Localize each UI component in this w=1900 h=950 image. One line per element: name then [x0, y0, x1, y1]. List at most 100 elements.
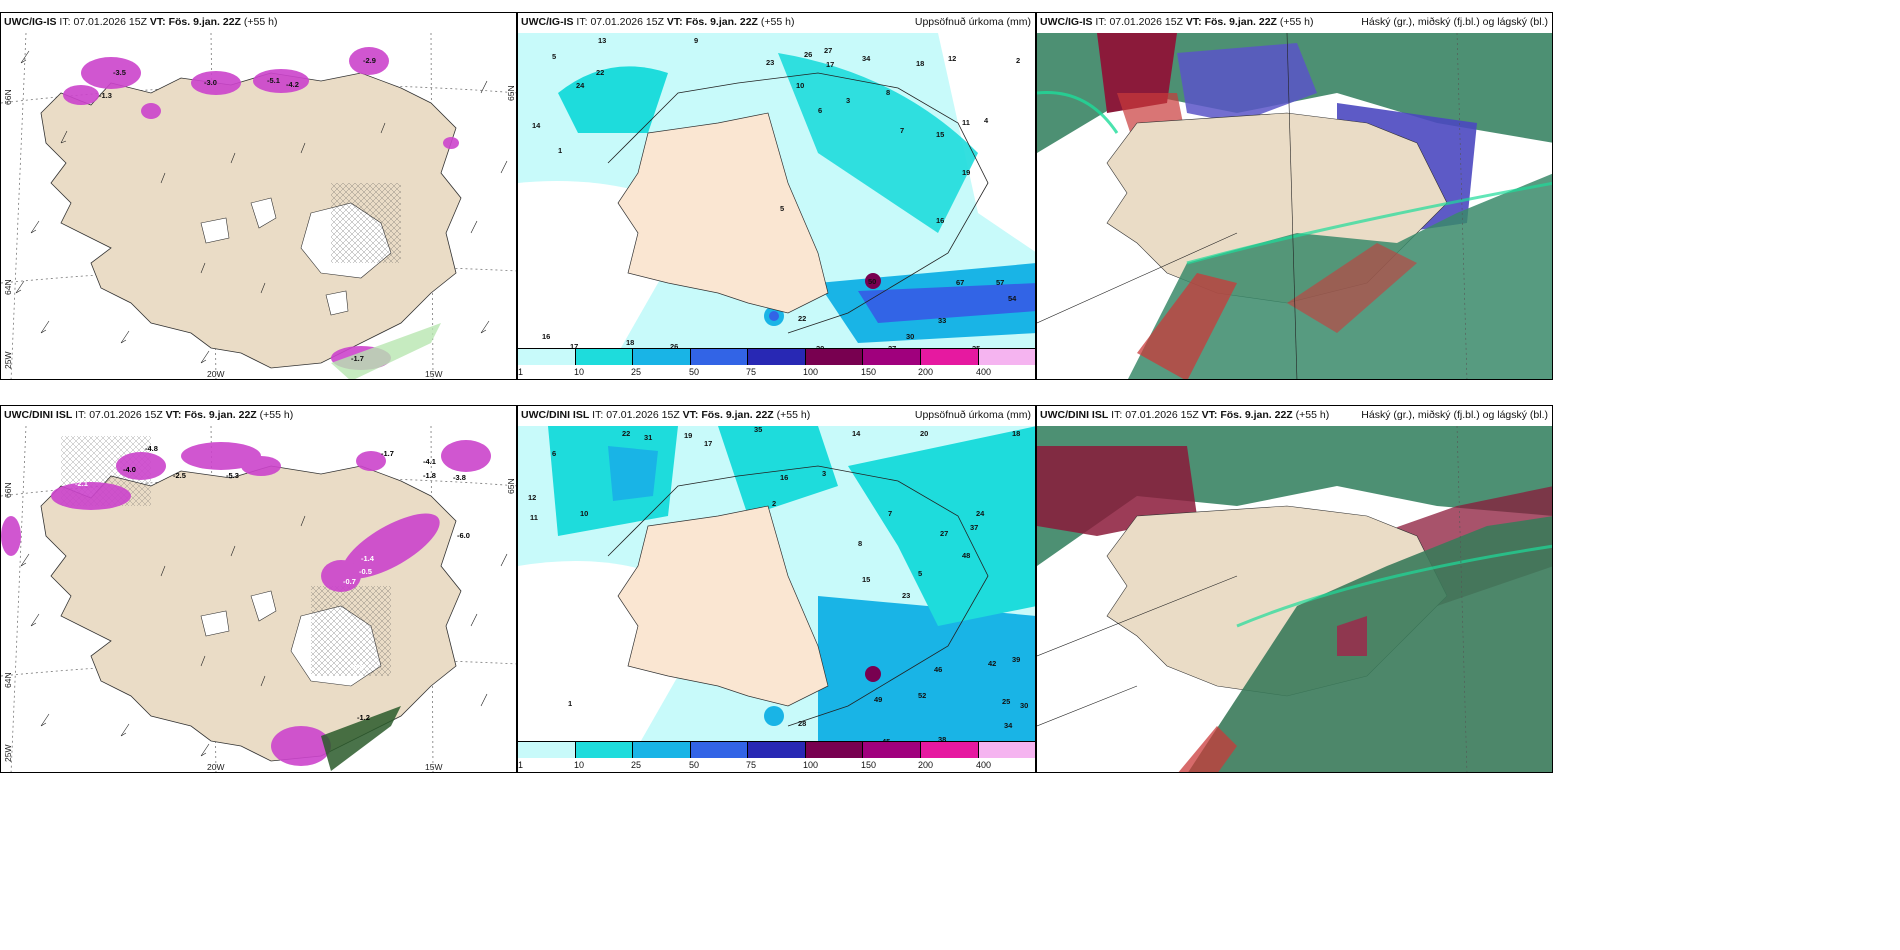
precip-value: 27	[940, 529, 948, 538]
precip-value: 54	[1008, 294, 1017, 303]
precip-value: 26	[804, 50, 812, 59]
precip-value: 57	[996, 278, 1004, 287]
temp-label: -3.0	[204, 78, 217, 87]
panel-title: UWC/DINI ISL IT: 07.01.2026 15Z VT: Fös.…	[4, 409, 294, 421]
wind-map[interactable]: -4.8 -4.0 -2.5 -5.3 -1.7 -4.1 -1.8 -3.8 …	[1, 426, 517, 773]
lat-label: 25W	[3, 744, 13, 762]
temp-label: -1.2	[357, 713, 370, 722]
colorbar-tick: 1	[518, 760, 524, 770]
panel-bot-right[interactable]: UWC/DINI ISL IT: 07.01.2026 15Z VT: Fös.…	[1036, 405, 1553, 773]
panel-header: UWC/DINI ISL IT: 07.01.2026 15Z VT: Fös.…	[518, 406, 1035, 426]
precip-value: 34	[1004, 721, 1013, 730]
precip-value: 2	[1016, 56, 1020, 65]
panel-title: UWC/DINI ISL IT: 07.01.2026 15Z VT: Fös.…	[1040, 409, 1330, 421]
precip-value: 7	[888, 509, 892, 518]
colorbar-swatch	[863, 349, 921, 365]
precip-map[interactable]: 22 31 12 11 19 17 6 3 8 7 2 16 14 20 18 …	[518, 426, 1036, 746]
colorbar-swatch	[920, 349, 979, 365]
panel-field-title: Uppsöfnuð úrkoma (mm)	[914, 409, 1031, 421]
panel-header: UWC/IG-IS IT: 07.01.2026 15Z VT: Fös. 9.…	[518, 13, 1035, 33]
precip-value: 17	[570, 342, 578, 351]
colorbar-tick: 200	[918, 760, 934, 770]
precip-value: 22	[798, 314, 806, 323]
panel-field-title: Uppsöfnuð úrkoma (mm)	[914, 16, 1031, 28]
precip-value: 49	[874, 695, 882, 704]
precip-value: 22	[596, 68, 604, 77]
precip-value: 13	[598, 36, 606, 45]
precip-value: 4	[984, 116, 989, 125]
panel-top-mid[interactable]: UWC/IG-IS IT: 07.01.2026 15Z VT: Fös. 9.…	[517, 12, 1036, 380]
temp-label: -1.7	[381, 449, 394, 458]
colorbar-tick: 1	[518, 367, 524, 377]
panel-bot-mid[interactable]: UWC/DINI ISL IT: 07.01.2026 15Z VT: Fös.…	[517, 405, 1036, 773]
temp-label: -4.1	[423, 457, 436, 466]
colorbar-swatch	[863, 742, 921, 758]
panel-header: UWC/DINI ISL IT: 07.01.2026 15Z VT: Fös.…	[1037, 406, 1552, 426]
precip-value: 8	[886, 88, 890, 97]
lon-label: 20W	[207, 369, 225, 379]
precip-value: 35	[754, 426, 762, 434]
temp-label: -0.5	[359, 567, 372, 576]
colorbar-tick: 25	[631, 760, 642, 770]
colorbar-swatch	[748, 349, 806, 365]
precip-value: 42	[988, 659, 996, 668]
colorbar-tick: 50	[689, 367, 700, 377]
colorbar-tick: 100	[803, 367, 819, 377]
panel-title: UWC/DINI ISL IT: 07.01.2026 15Z VT: Fös.…	[521, 409, 811, 421]
panel-top-right[interactable]: UWC/IG-IS IT: 07.01.2026 15Z VT: Fös. 9.…	[1036, 12, 1553, 380]
precip-value: 5	[780, 204, 784, 213]
precip-value: 24	[976, 509, 985, 518]
precip-value: 14	[532, 121, 541, 130]
precip-value: 2	[772, 499, 776, 508]
precip-map[interactable]: 13 9 22 24 5 14 23 26 27 17 10 6 3 8 7 3…	[518, 33, 1036, 353]
colorbar-swatch	[805, 742, 864, 758]
precip-value: 18	[626, 338, 634, 347]
panel-header: UWC/DINI ISL IT: 07.01.2026 15Z VT: Fös.…	[1, 406, 516, 426]
precip-value: 19	[684, 431, 692, 440]
panel-bot-left[interactable]: UWC/DINI ISL IT: 07.01.2026 15Z VT: Fös.…	[0, 405, 517, 773]
colorbar-tick: 75	[746, 367, 757, 377]
cloud-map[interactable]	[1037, 426, 1553, 773]
panel-top-left[interactable]: UWC/IG-IS IT: 07.01.2026 15Z VT: Fös. 9.…	[0, 12, 517, 380]
colorbar-swatch	[805, 349, 864, 365]
precip-value: 50	[868, 277, 876, 286]
precip-value: 18	[916, 59, 924, 68]
precip-value: 30	[1020, 701, 1028, 710]
precip-value: 37	[970, 523, 978, 532]
panel-header: UWC/IG-IS IT: 07.01.2026 15Z VT: Fös. 9.…	[1037, 13, 1552, 33]
temp-label: -0.6	[351, 663, 364, 672]
temp-label: -1.7	[351, 354, 364, 363]
precip-value: 67	[956, 278, 964, 287]
panel-header: UWC/IG-IS IT: 07.01.2026 15Z VT: Fös. 9.…	[1, 13, 516, 33]
precip-value: 3	[846, 96, 850, 105]
temp-label: -2.9	[363, 56, 376, 65]
precip-colorbar: 1 10 25 50 75 100 150 200 400	[518, 348, 1035, 379]
colorbar-tick: 100	[803, 760, 819, 770]
colorbar-tick: 10	[574, 760, 585, 770]
wind-map[interactable]: -3.0 -1.3 -5.1 -4.2 -3.5 -2.9 -1.7	[1, 33, 517, 380]
precip-value: 30	[906, 332, 914, 341]
temp-label: -4.8	[145, 444, 158, 453]
precip-value: 52	[918, 691, 926, 700]
precip-value: 17	[826, 60, 834, 69]
colorbar-tick: 400	[976, 367, 992, 377]
precip-value: 11	[962, 118, 970, 127]
precip-value: 15	[936, 130, 944, 139]
precip-value: 33	[938, 316, 946, 325]
precip-value: 6	[552, 449, 556, 458]
lon-label: 20W	[207, 762, 225, 772]
precip-value: 8	[858, 539, 862, 548]
precip-value: 24	[576, 81, 585, 90]
temp-label: -5.3	[226, 471, 239, 480]
precip-value: 23	[902, 591, 910, 600]
precip-value: 12	[948, 54, 956, 63]
cloud-map[interactable]	[1037, 33, 1553, 380]
temp-label: -1.3	[99, 91, 112, 100]
precip-colorbar: 1 10 25 50 75 100 150 200 400	[518, 741, 1035, 772]
precip-value: 1	[568, 699, 572, 708]
precip-value: 19	[962, 168, 970, 177]
panel-field-title: Háský (gr.), miðský (fj.bl.) og lágský (…	[1361, 16, 1548, 28]
precip-value: 5	[552, 52, 556, 61]
lon-label: 15W	[425, 369, 443, 379]
colorbar-swatch	[920, 742, 979, 758]
